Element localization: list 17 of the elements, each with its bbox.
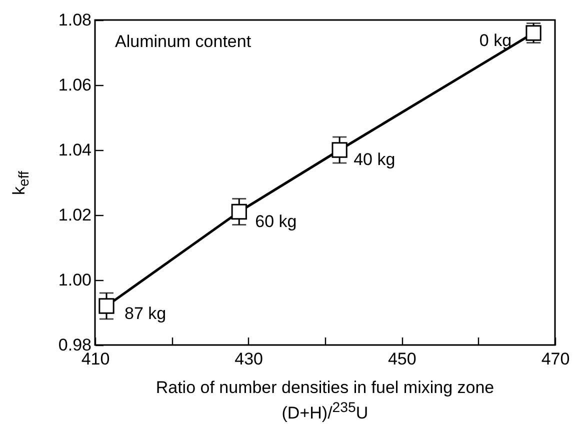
annotation: 60 kg — [255, 212, 297, 231]
x-axis-title: Ratio of number densities in fuel mixing zone (D+H)/$^{235}$U — [156, 377, 494, 424]
y-tick-label: 1.08 — [58, 10, 92, 30]
annotation: 87 kg — [124, 304, 166, 323]
y-tick-label: 1.00 — [58, 270, 92, 290]
y-tick-label: 1.06 — [58, 76, 92, 94]
x-tick-label: 450 — [388, 350, 416, 368]
x-tick-label: 410 — [81, 350, 110, 368]
x-tick-label: 430 — [234, 350, 264, 368]
x-tick-label: 470 — [541, 350, 570, 368]
annotation: 40 kg — [354, 150, 396, 169]
point — [231, 204, 247, 220]
y-tick-label: 1.04 — [58, 140, 92, 160]
annotation: Aluminum content — [115, 32, 252, 51]
point — [332, 142, 348, 158]
point — [98, 298, 114, 314]
y-tick-label: 1.02 — [58, 206, 92, 224]
